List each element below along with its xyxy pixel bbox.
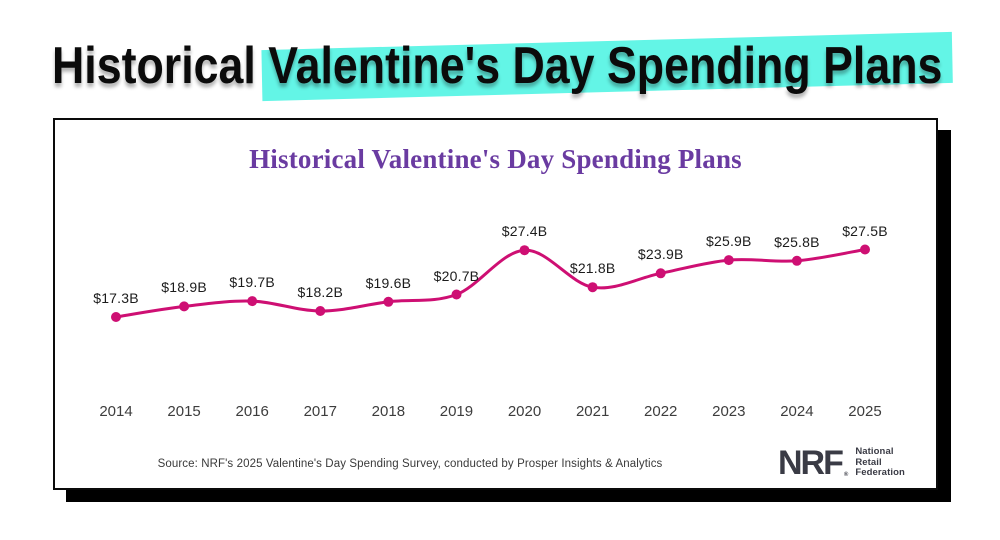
x-axis-year-label: 2014 xyxy=(99,403,133,420)
x-axis-year-label: 2020 xyxy=(507,403,542,420)
x-axis-year-label: 2023 xyxy=(712,403,746,420)
plot-area: Historical Valentine's Day Spending Plan… xyxy=(55,120,936,488)
x-axis-year-label: 2017 xyxy=(303,403,337,420)
data-point xyxy=(587,282,598,293)
x-axis-year-label: 2016 xyxy=(235,403,269,420)
nrf-logo-line: Retail xyxy=(855,456,882,468)
page-title-highlighted: Valentine's Day Spending Plans xyxy=(268,37,943,95)
x-axis-year-label: 2015 xyxy=(167,403,201,420)
data-point xyxy=(451,289,462,300)
data-point-label: $25.8B xyxy=(774,233,820,250)
x-axis-year-label: 2021 xyxy=(575,403,610,420)
data-point-label: $21.8B xyxy=(569,260,616,277)
data-point xyxy=(723,255,734,266)
x-axis-year-label: 2018 xyxy=(371,403,406,420)
data-point xyxy=(383,296,394,307)
x-axis-year-label: 2025 xyxy=(848,403,882,420)
data-point-label: $27.5B xyxy=(842,222,888,239)
data-point-label: $25.9B xyxy=(706,233,752,250)
data-point-label: $20.7B xyxy=(433,267,480,284)
x-axis-year-label: 2024 xyxy=(780,403,814,420)
data-point xyxy=(315,306,326,316)
page-title: Historical Valentine's Day Spending Plan… xyxy=(52,36,942,96)
chart-card: Historical Valentine's Day Spending Plan… xyxy=(53,118,938,490)
data-point-label: $19.7B xyxy=(229,274,275,291)
data-point xyxy=(860,244,870,255)
page-title-plain: Historical xyxy=(52,37,269,95)
nrf-logo-abbr: NRF xyxy=(778,444,844,482)
data-point xyxy=(247,296,258,307)
x-axis-year-label: 2022 xyxy=(644,403,678,420)
spending-line-chart xyxy=(111,244,870,322)
data-point-label: $18.9B xyxy=(161,279,207,296)
data-point-label: $23.9B xyxy=(637,246,684,263)
nrf-logo-text: National Retail Federation xyxy=(855,445,905,480)
data-point-label: $19.6B xyxy=(365,274,412,291)
source-attribution: Source: NRF's 2025 Valentine's Day Spend… xyxy=(157,458,663,470)
x-axis-year-label: 2019 xyxy=(439,403,474,420)
data-point xyxy=(655,268,666,279)
data-point xyxy=(111,312,121,322)
nrf-logo-line: Federation xyxy=(855,467,905,479)
data-point xyxy=(179,301,190,312)
nrf-logo-line: National xyxy=(855,445,894,457)
data-point-label: $27.4B xyxy=(501,223,548,240)
data-point xyxy=(791,255,802,266)
chart-title: Historical Valentine's Day Spending Plan… xyxy=(249,144,742,174)
registered-mark: ® xyxy=(843,472,849,478)
data-point-label: $17.3B xyxy=(93,290,139,306)
data-point-label: $18.2B xyxy=(297,284,344,301)
data-point xyxy=(519,245,530,256)
nrf-logo: NRF ® National Retail Federation xyxy=(778,446,905,480)
